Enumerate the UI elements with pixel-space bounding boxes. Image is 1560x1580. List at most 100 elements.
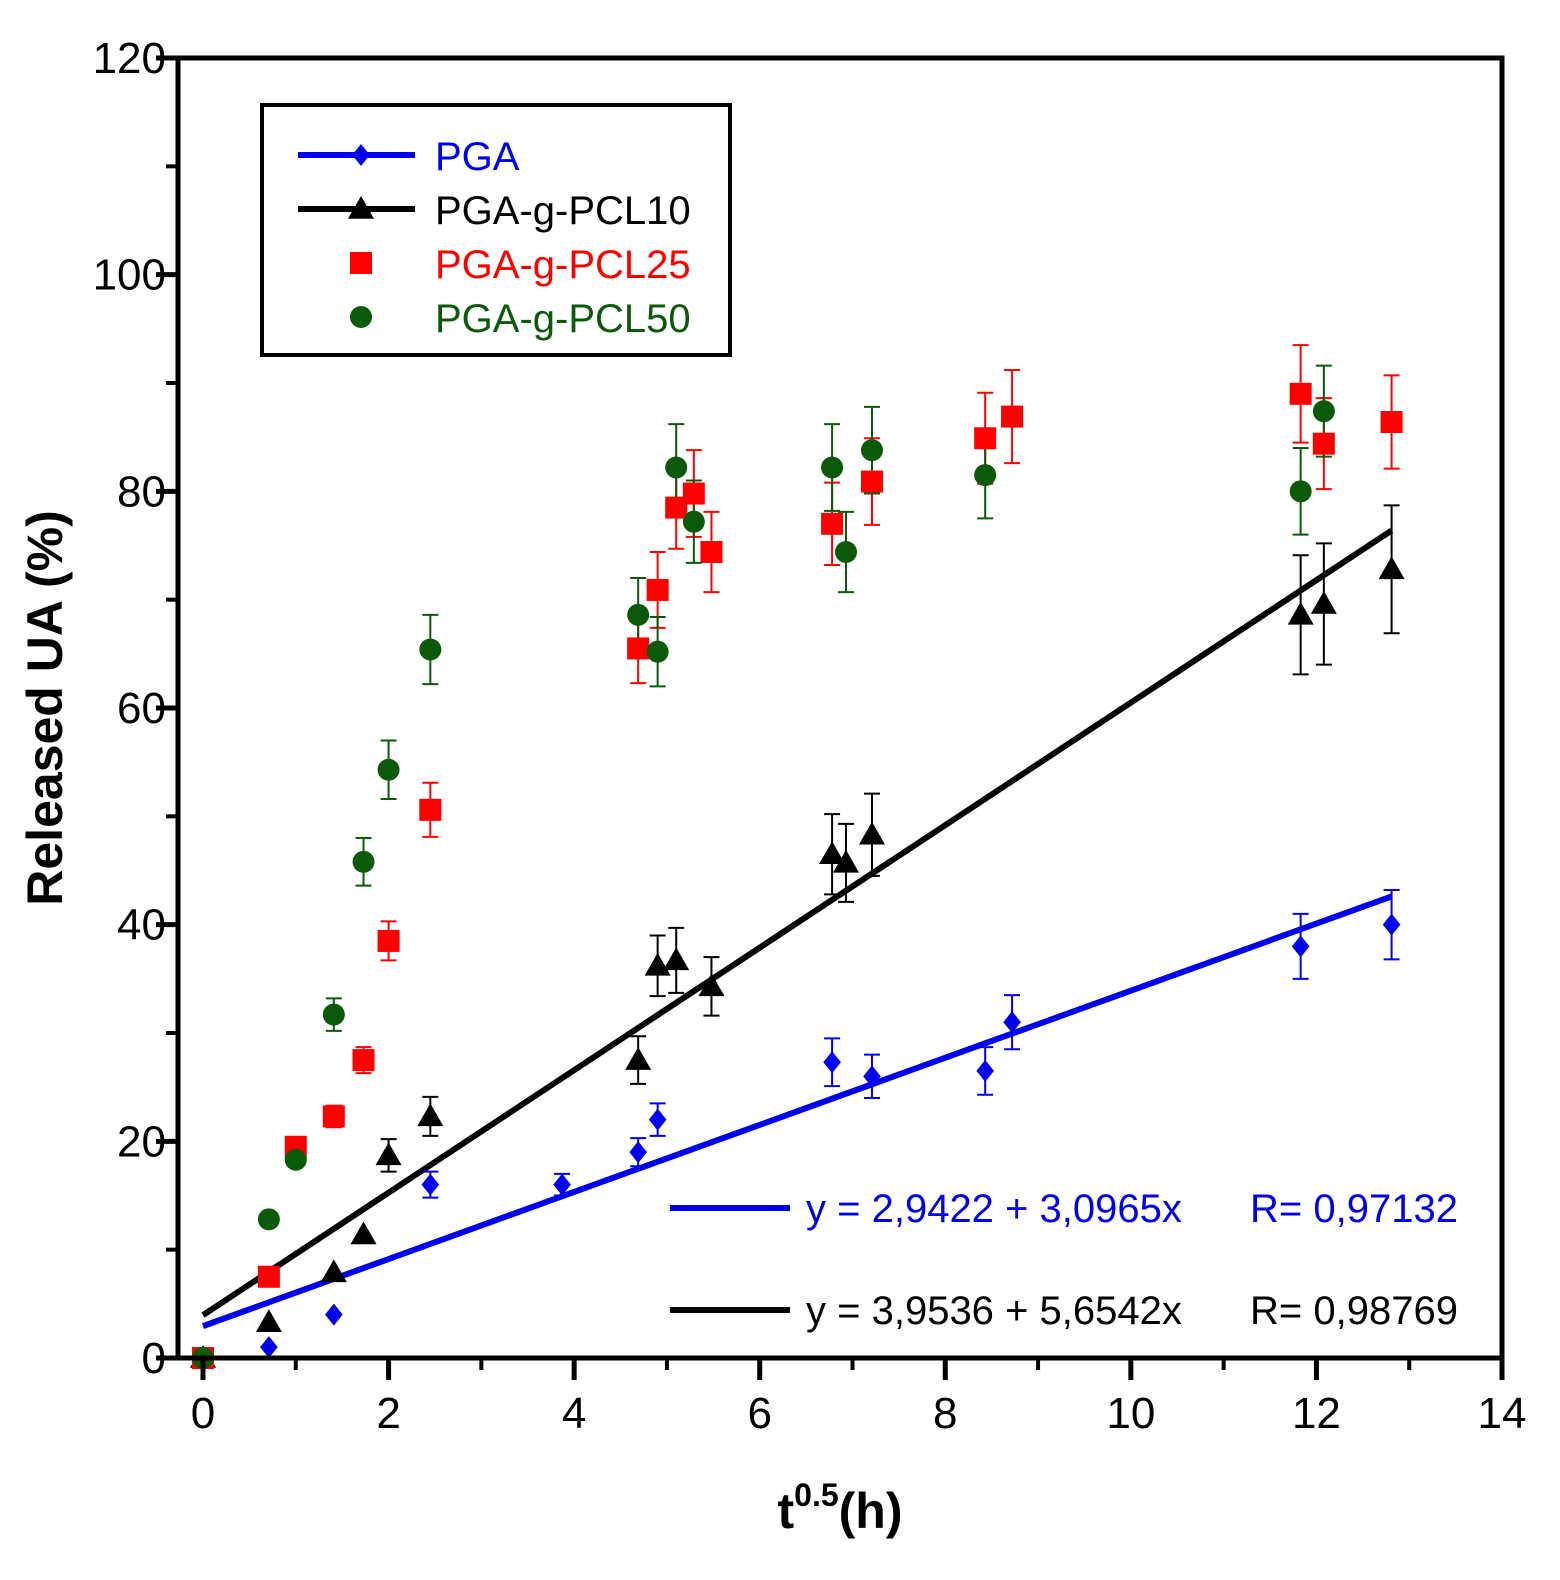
point-pga-g-pcl10 [1378, 556, 1405, 580]
fit-r-value: R= 0,98769 [1250, 1289, 1458, 1333]
y-tick-label: 60 [117, 684, 166, 733]
point-pga-g-pcl10 [625, 1047, 652, 1070]
x-tick-label: 12 [1292, 1389, 1341, 1438]
point-pga [260, 1336, 278, 1359]
point-pga-g-pcl10 [350, 1221, 377, 1245]
legend-marker-pga [352, 144, 370, 166]
point-pga-g-pcl25 [1312, 432, 1335, 455]
point-pga [976, 1059, 994, 1082]
x-tick-label: 2 [376, 1389, 400, 1438]
point-pga-g-pcl25 [700, 541, 723, 563]
point-pga-g-pcl25 [1289, 382, 1312, 405]
point-pga-g-pcl25 [419, 798, 442, 821]
y-tick-label: 40 [117, 901, 166, 950]
point-pga-g-pcl25 [860, 470, 883, 493]
point-pga-g-pcl10 [417, 1103, 444, 1127]
point-pga-g-pcl50 [860, 439, 883, 462]
point-pga-g-pcl50 [665, 456, 688, 479]
x-axis-label-base: t [778, 1483, 795, 1539]
y-axis-label: Released UA (%) [17, 510, 73, 905]
fit-equations: y = 2,9422 + 3,0965x R= 0,97132 y = 3,9536… [670, 1187, 1458, 1333]
y-tick-label: 100 [93, 251, 166, 300]
point-pga [325, 1303, 343, 1326]
data-markers [190, 382, 1405, 1369]
point-pga-g-pcl50 [627, 603, 650, 626]
x-tick-label: 0 [191, 1389, 215, 1438]
point-pga-g-pcl10 [1310, 591, 1337, 614]
point-pga-g-pcl50 [257, 1208, 280, 1231]
x-tick-label: 6 [747, 1389, 771, 1438]
point-pga-g-pcl50 [284, 1148, 307, 1171]
x-tick-label: 10 [1106, 1389, 1155, 1438]
point-pga-g-pcl25 [682, 482, 705, 505]
point-pga-g-pcl50 [1312, 400, 1335, 423]
point-pga [629, 1141, 647, 1164]
x-axis-label: t0.5(h) [778, 1477, 903, 1539]
legend: PGA PGA-g-PCL10 PGA-g-PCL25 PGA-g-PCL50 [260, 103, 732, 357]
point-pga-g-pcl25 [646, 578, 669, 601]
point-pga-g-pcl25 [627, 637, 650, 660]
point-pga-g-pcl10 [833, 849, 860, 873]
x-axis-label-sup: 0.5 [794, 1477, 838, 1513]
point-pga-g-pcl10 [698, 973, 725, 997]
point-pga-g-pcl25 [322, 1105, 345, 1128]
point-pga-g-pcl25 [665, 496, 688, 519]
point-pga-g-pcl25 [257, 1265, 280, 1288]
point-pga-g-pcl25 [377, 929, 400, 952]
point-pga-g-pcl50 [682, 510, 705, 533]
point-pga [553, 1173, 571, 1196]
legend-label: PGA [435, 135, 520, 179]
point-pga [1382, 913, 1401, 936]
fit-line-pga-g-pcl10 [201, 528, 1394, 1318]
y-tick-label: 0 [142, 1334, 166, 1383]
fit-r-value: R= 0,97132 [1250, 1187, 1458, 1231]
point-pga-g-pcl50 [377, 758, 400, 781]
x-axis-label-unit: (h) [839, 1483, 903, 1539]
y-tick-label: 20 [117, 1117, 166, 1166]
point-pga-g-pcl10 [255, 1309, 282, 1332]
fit-line-pga [201, 893, 1393, 1329]
legend-marker-pga-g-pcl50 [350, 306, 372, 328]
point-pga-g-pcl50 [1289, 480, 1312, 503]
legend-marker-pga-g-pcl25 [350, 252, 372, 274]
point-pga-g-pcl10 [858, 821, 885, 845]
fit-lines [201, 528, 1394, 1329]
point-pga-g-pcl50 [835, 541, 858, 563]
point-pga-g-pcl50 [322, 1003, 345, 1026]
legend-box [260, 103, 732, 357]
x-tick-label: 8 [933, 1389, 957, 1438]
point-pga-g-pcl10 [1287, 601, 1314, 625]
point-pga-g-pcl50 [419, 638, 442, 661]
point-pga [1291, 935, 1310, 958]
legend-label: PGA-g-PCL25 [435, 243, 691, 287]
fit-equation: y = 2,9422 + 3,0965x [806, 1187, 1182, 1231]
x-tick-label: 14 [1478, 1389, 1527, 1438]
y-tick-label: 120 [93, 34, 166, 83]
legend-marker-pga-g-pcl10 [348, 196, 374, 219]
point-pga-g-pcl10 [375, 1142, 402, 1166]
point-pga-g-pcl10 [320, 1259, 347, 1283]
y-tick-label: 80 [117, 467, 166, 516]
point-pga-g-pcl50 [646, 640, 669, 663]
legend-label: PGA-g-PCL10 [435, 189, 691, 233]
fit-equation: y = 3,9536 + 5,6542x [806, 1289, 1182, 1333]
point-pga [648, 1108, 667, 1131]
point-pga-g-pcl50 [974, 464, 997, 487]
point-pga-g-pcl10 [819, 841, 846, 864]
point-pga-g-pcl50 [821, 456, 844, 479]
point-pga-g-pcl25 [974, 427, 997, 450]
point-pga-g-pcl25 [1001, 405, 1024, 428]
point-pga [1003, 1011, 1021, 1034]
point-pga-g-pcl25 [821, 512, 844, 535]
point-pga-g-pcl25 [352, 1049, 375, 1072]
x-tick-label: 4 [562, 1389, 586, 1438]
point-pga [823, 1051, 841, 1074]
point-pga-g-pcl50 [352, 850, 375, 873]
point-pga [863, 1065, 881, 1088]
point-pga [421, 1173, 440, 1196]
axis-ticks: 0 2 4 6 8 10 12 14 0 20 40 60 80 100 120 [93, 34, 1527, 1438]
point-pga-g-pcl25 [1380, 411, 1403, 433]
point-pga-g-pcl10 [663, 947, 690, 971]
